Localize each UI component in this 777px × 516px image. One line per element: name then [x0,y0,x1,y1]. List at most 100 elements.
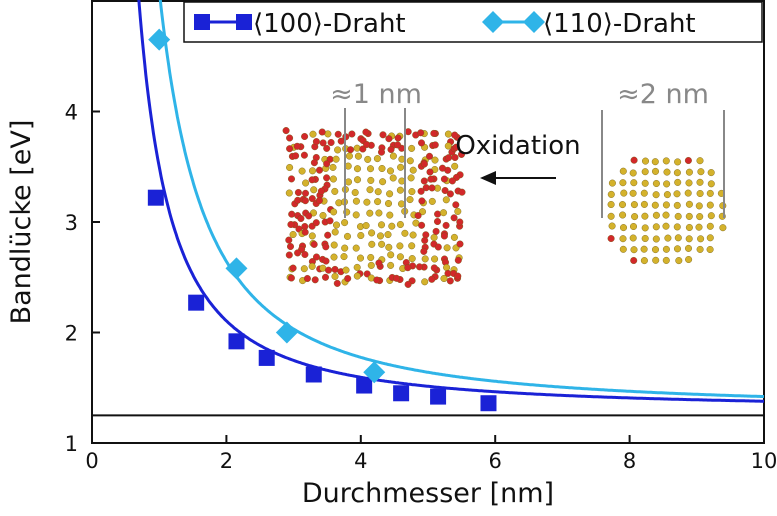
oxygen-atom [446,190,454,198]
silicon-atom [354,176,362,184]
silicon-atom [397,163,405,171]
oxygen-atom [303,275,311,283]
oxygen-atom [607,234,615,242]
silicon-atom [286,163,294,171]
oxygen-atom [300,151,308,159]
silicon-atom [408,242,416,250]
data-point-110 [148,28,171,51]
y-tick-label: 1 [65,432,78,456]
oxygen-atom [286,134,294,142]
silicon-atom [330,241,338,249]
oxygen-atom [301,132,309,140]
legend-marker-end [236,14,252,30]
silicon-atom [707,180,715,188]
silicon-atom [333,221,341,229]
oxygen-atom [285,251,293,259]
oxygen-atom [322,243,330,251]
oxygen-atom [308,176,316,184]
plot-area-frame [91,0,765,444]
legend-marker-start [482,11,504,33]
silicon-atom [642,157,650,165]
oxygen-atom [439,164,447,172]
silicon-atom [630,201,638,209]
silicon-atom [640,257,648,265]
silicon-atom [329,163,337,171]
silicon-atom [706,222,714,230]
silicon-atom [662,157,670,165]
oxygen-atom [426,152,434,160]
legend-marker-start [194,14,210,30]
silicon-atom [357,254,365,262]
silicon-atom [652,246,660,254]
silicon-atom [685,256,693,264]
silicon-atom [706,245,714,253]
y-tick-label: 2 [65,322,78,346]
silicon-atom [619,201,627,209]
silicon-atom [443,264,451,272]
silicon-atom [706,234,714,242]
oxygen-atom [287,220,295,228]
silicon-atom [619,179,627,187]
y-tick-label: 4 [65,101,78,125]
oxygen-atom [323,160,331,168]
oxygen-atom [327,138,335,146]
data-point-100 [356,377,373,394]
oxygen-atom [308,195,316,203]
silicon-atom [285,189,293,197]
y-axis-label: Bandlücke [eV] [6,120,37,325]
silicon-atom [607,212,615,220]
silicon-atom [331,228,339,236]
silicon-atom [652,256,660,264]
oxygen-atom [456,240,464,248]
silicon-atom [629,189,637,197]
silicon-atom [310,186,318,194]
silicon-atom [620,189,628,197]
oxygen-atom [684,156,692,164]
oxygen-atom [418,221,426,229]
oxygen-atom [325,266,333,274]
silicon-atom [409,231,417,239]
fit-curve [158,0,765,399]
silicon-atom [378,240,386,248]
silicon-atom [685,200,693,208]
silicon-atom [719,224,727,232]
silicon-atom [385,243,393,251]
oxygen-atom [458,188,466,196]
silicon-atom [641,224,649,232]
silicon-atom [408,144,416,152]
silicon-atom [396,220,404,228]
oxygen-atom [452,143,460,151]
silicon-atom [354,152,362,160]
oxygen-atom [448,177,456,185]
oxygen-atom [441,186,449,194]
silicon-atom [706,189,714,197]
silicon-atom [640,245,648,253]
y-tick-label: 3 [65,211,78,235]
silicon-atom [298,167,306,175]
silicon-atom [706,201,714,209]
oxygen-atom [289,264,297,272]
oxygen-atom [292,152,300,160]
silicon-atom [697,168,705,176]
oxygen-atom [310,240,318,248]
silicon-atom [430,233,438,241]
silicon-atom [329,175,337,183]
oxygen-atom [450,214,458,222]
oxygen-atom [293,142,301,150]
silicon-atom [673,223,681,231]
silicon-atom [652,235,660,243]
silicon-atom [685,212,693,220]
silicon-atom [442,196,450,204]
silicon-atom [330,253,338,261]
oxygen-atom [326,217,334,225]
oxygen-atom [287,274,295,282]
silicon-atom [652,191,660,199]
silicon-atom [352,197,360,205]
oxygen-atom [420,177,428,185]
silicon-atom [444,130,452,138]
data-point-100 [258,349,275,366]
silicon-atom [652,211,660,219]
oxygen-atom [432,227,440,235]
oxidation-label: Oxidation [455,131,580,161]
silicon-atom [368,229,376,237]
